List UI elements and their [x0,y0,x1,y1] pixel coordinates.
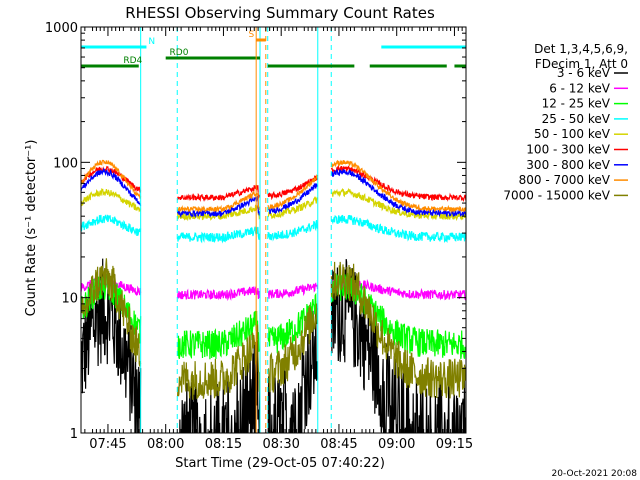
legend-entry-label: 25 - 50 keV [542,112,611,126]
x-tick-label: 09:15 [436,437,473,452]
flag-label-s: S [248,30,254,40]
series-line [81,214,466,244]
chart-title: RHESSI Observing Summary Count Rates [125,4,435,22]
legend-entry-label: 50 - 100 keV [534,127,611,141]
legend-entry-label: 7000 - 15000 keV [503,188,610,202]
x-tick-label: 08:30 [262,437,299,452]
legend-entry-label: 12 - 25 keV [542,97,611,111]
series-line [81,167,466,219]
x-tick-label: 09:00 [378,437,415,452]
flag-label-rd0: RD0 [170,48,189,58]
x-axis-label: Start Time (29-Oct-05 07:40:22) [175,456,385,471]
legend-entry-label: 100 - 300 keV [526,143,610,157]
y-tick-label: 10 [61,292,78,307]
flag-label-n: N [148,37,155,47]
x-tick-label: 08:15 [205,437,242,452]
legend-entry-label: 800 - 7000 keV [519,173,611,187]
series-line [81,258,466,400]
footer-date: 20-Oct-2021 20:08 [552,469,638,479]
flag-label-rd4: RD4 [123,56,142,66]
legend-entry-label: 6 - 12 keV [549,81,611,95]
series-line [81,187,466,222]
y-axis-label-text: Count Rate (s⁻¹ detector⁻¹) [24,140,39,317]
legend-header: FDecim 1, Att 0 [535,57,628,71]
x-tick-label: 08:00 [147,437,184,452]
series-line [81,159,466,214]
x-tick-label: 07:45 [89,437,126,452]
y-axis-label: Count Rate (s⁻¹ detector⁻¹) [24,140,39,317]
legend-entry-label: 300 - 800 keV [526,158,610,172]
y-tick-label: 1 [70,427,78,442]
series-line [81,276,466,302]
legend-entry-label: 3 - 6 keV [557,66,611,80]
y-tick-label: 100 [53,156,78,171]
y-tick-label: 1000 [45,21,78,36]
x-tick-label: 08:45 [320,437,357,452]
legend-header: Det 1,3,4,5,6,9, [534,42,628,56]
